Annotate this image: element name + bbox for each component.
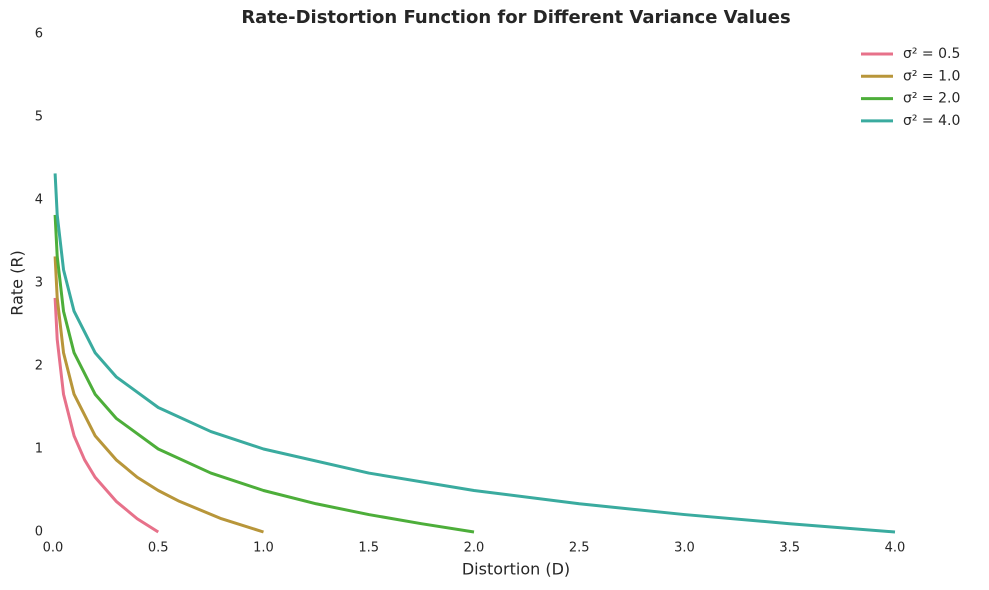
y-tick-label: 0 — [35, 525, 43, 540]
line-series — [53, 256, 264, 534]
x-tick-label: 2.0 — [464, 541, 485, 556]
chart-title: Rate-Distortion Function for Different V… — [241, 7, 790, 28]
x-tick-label: 1.5 — [358, 541, 379, 556]
line-series — [53, 214, 475, 534]
legend-label: σ² = 2.0 — [903, 91, 960, 107]
x-tick-label: 4.0 — [885, 541, 906, 556]
line-series — [53, 297, 160, 534]
x-tick-label: 3.5 — [779, 541, 800, 556]
line-series — [53, 173, 896, 534]
y-axis-label: Rate (R) — [8, 250, 27, 315]
y-tick-label: 4 — [35, 193, 43, 208]
y-tick-label: 5 — [35, 110, 43, 125]
legend-label: σ² = 4.0 — [903, 113, 960, 129]
x-tick-label: 0.5 — [148, 541, 169, 556]
y-tick-label: 6 — [35, 27, 43, 42]
x-tick-label: 2.5 — [569, 541, 590, 556]
y-tick-label: 3 — [35, 276, 43, 291]
y-tick-label: 1 — [35, 442, 43, 457]
y-tick-label: 2 — [35, 359, 43, 374]
x-tick-label: 0.0 — [43, 541, 64, 556]
legend-label: σ² = 1.0 — [903, 68, 960, 84]
legend-label: σ² = 0.5 — [903, 46, 960, 62]
x-axis-label: Distortion (D) — [462, 560, 570, 579]
x-tick-label: 3.0 — [674, 541, 695, 556]
x-tick-label: 1.0 — [253, 541, 274, 556]
